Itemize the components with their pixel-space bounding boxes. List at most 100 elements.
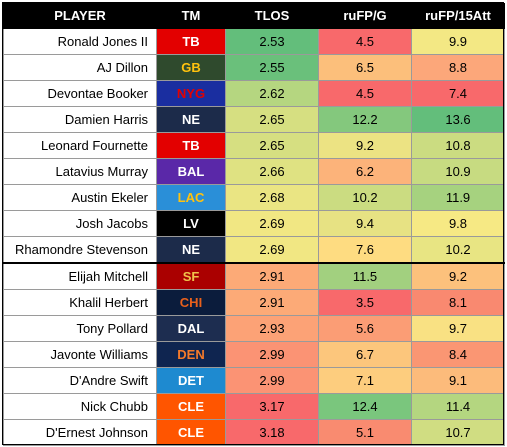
table-row: Josh Jacobs LV 2.69 9.4 9.8 <box>3 210 505 237</box>
tlos-cell: 2.55 <box>225 54 319 81</box>
header-rufp-per-game: ruFP/G <box>318 3 412 29</box>
player-cell: Devontae Booker <box>3 80 157 107</box>
rufp-per-15att-cell: 8.8 <box>411 54 505 81</box>
table-row: Khalil Herbert CHI 2.91 3.5 8.1 <box>3 289 505 316</box>
rufp-per-game-cell: 5.1 <box>318 419 412 446</box>
rufp-per-game-cell: 4.5 <box>318 80 412 107</box>
table-row: Damien Harris NE 2.65 12.2 13.6 <box>3 106 505 133</box>
player-cell: Latavius Murray <box>3 158 157 185</box>
tlos-cell: 2.53 <box>225 28 319 55</box>
tlos-cell: 2.99 <box>225 367 319 394</box>
player-cell: D'Andre Swift <box>3 367 157 394</box>
player-cell: D'Ernest Johnson <box>3 419 157 446</box>
rufp-per-15att-cell: 10.7 <box>411 419 505 446</box>
rufp-per-game-cell: 12.4 <box>318 393 412 420</box>
player-cell: Damien Harris <box>3 106 157 133</box>
tlos-cell: 2.69 <box>225 236 319 264</box>
tlos-cell: 3.18 <box>225 419 319 446</box>
rufp-per-15att-cell: 10.2 <box>411 236 505 264</box>
rufp-per-game-cell: 6.5 <box>318 54 412 81</box>
table-row: AJ Dillon GB 2.55 6.5 8.8 <box>3 54 505 81</box>
rufp-per-15att-cell: 9.1 <box>411 367 505 394</box>
table-row: Latavius Murray BAL 2.66 6.2 10.9 <box>3 158 505 185</box>
player-cell: Ronald Jones II <box>3 28 157 55</box>
header-tlos: TLOS <box>225 3 319 29</box>
table-row: Tony Pollard DAL 2.93 5.6 9.7 <box>3 315 505 342</box>
rufp-per-game-cell: 6.7 <box>318 341 412 368</box>
header-rufp-per-15att: ruFP/15Att <box>411 3 505 29</box>
player-cell: Josh Jacobs <box>3 210 157 237</box>
tlos-cell: 2.65 <box>225 132 319 159</box>
table-row: D'Andre Swift DET 2.99 7.1 9.1 <box>3 367 505 394</box>
rufp-per-game-cell: 4.5 <box>318 28 412 55</box>
player-cell: Elijah Mitchell <box>3 262 157 290</box>
rufp-per-game-cell: 5.6 <box>318 315 412 342</box>
rufp-per-game-cell: 9.2 <box>318 132 412 159</box>
rufp-per-game-cell: 7.1 <box>318 367 412 394</box>
rufp-per-15att-cell: 9.8 <box>411 210 505 237</box>
tlos-cell: 2.69 <box>225 210 319 237</box>
team-cell: LV <box>156 210 226 237</box>
table-row: Javonte Williams DEN 2.99 6.7 8.4 <box>3 341 505 368</box>
team-cell: NE <box>156 236 226 264</box>
tlos-cell: 2.99 <box>225 341 319 368</box>
player-cell: Rhamondre Stevenson <box>3 236 157 264</box>
rufp-per-15att-cell: 11.9 <box>411 184 505 211</box>
table-row: Ronald Jones II TB 2.53 4.5 9.9 <box>3 28 505 55</box>
player-cell: Nick Chubb <box>3 393 157 420</box>
table-row: Leonard Fournette TB 2.65 9.2 10.8 <box>3 132 505 159</box>
player-cell: Tony Pollard <box>3 315 157 342</box>
stats-table: PLAYER TM TLOS ruFP/G ruFP/15Att Ronald … <box>3 3 505 446</box>
rufp-per-15att-cell: 9.2 <box>411 262 505 290</box>
tlos-cell: 2.93 <box>225 315 319 342</box>
rufp-per-game-cell: 7.6 <box>318 236 412 264</box>
tlos-cell: 2.66 <box>225 158 319 185</box>
rufp-per-15att-cell: 8.4 <box>411 341 505 368</box>
table-row: Austin Ekeler LAC 2.68 10.2 11.9 <box>3 184 505 211</box>
tlos-cell: 2.91 <box>225 289 319 316</box>
team-cell: CHI <box>156 289 226 316</box>
rufp-per-15att-cell: 13.6 <box>411 106 505 133</box>
rufp-per-15att-cell: 11.4 <box>411 393 505 420</box>
table-row: Nick Chubb CLE 3.17 12.4 11.4 <box>3 393 505 420</box>
rufp-per-game-cell: 10.2 <box>318 184 412 211</box>
rufp-per-15att-cell: 8.1 <box>411 289 505 316</box>
header-row: PLAYER TM TLOS ruFP/G ruFP/15Att <box>3 3 505 29</box>
tlos-cell: 3.17 <box>225 393 319 420</box>
team-cell: NYG <box>156 80 226 107</box>
team-cell: DAL <box>156 315 226 342</box>
team-cell: NE <box>156 106 226 133</box>
team-cell: GB <box>156 54 226 81</box>
player-cell: Khalil Herbert <box>3 289 157 316</box>
rufp-per-15att-cell: 7.4 <box>411 80 505 107</box>
rufp-per-game-cell: 6.2 <box>318 158 412 185</box>
table-row: D'Ernest Johnson CLE 3.18 5.1 10.7 <box>3 419 505 446</box>
rufp-per-game-cell: 3.5 <box>318 289 412 316</box>
tlos-cell: 2.91 <box>225 262 319 290</box>
tlos-cell: 2.65 <box>225 106 319 133</box>
team-cell: TB <box>156 28 226 55</box>
team-cell: DEN <box>156 341 226 368</box>
team-cell: DET <box>156 367 226 394</box>
rufp-per-15att-cell: 9.7 <box>411 315 505 342</box>
header-player: PLAYER <box>3 3 157 29</box>
rufp-per-game-cell: 9.4 <box>318 210 412 237</box>
player-cell: AJ Dillon <box>3 54 157 81</box>
rufp-per-game-cell: 11.5 <box>318 262 412 290</box>
table-row: Devontae Booker NYG 2.62 4.5 7.4 <box>3 80 505 107</box>
rufp-per-15att-cell: 10.8 <box>411 132 505 159</box>
player-cell: Leonard Fournette <box>3 132 157 159</box>
tlos-cell: 2.62 <box>225 80 319 107</box>
team-cell: SF <box>156 262 226 290</box>
team-cell: BAL <box>156 158 226 185</box>
team-cell: TB <box>156 132 226 159</box>
team-cell: LAC <box>156 184 226 211</box>
table-row: Elijah Mitchell SF 2.91 11.5 9.2 <box>3 262 505 290</box>
rufp-per-15att-cell: 10.9 <box>411 158 505 185</box>
team-cell: CLE <box>156 393 226 420</box>
rufp-per-15att-cell: 9.9 <box>411 28 505 55</box>
rufp-per-game-cell: 12.2 <box>318 106 412 133</box>
header-team: TM <box>156 3 226 29</box>
player-cell: Javonte Williams <box>3 341 157 368</box>
tlos-cell: 2.68 <box>225 184 319 211</box>
